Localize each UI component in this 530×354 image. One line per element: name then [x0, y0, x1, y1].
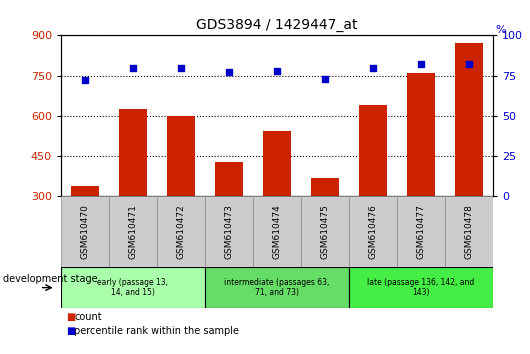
Text: GSM610476: GSM610476 [368, 204, 377, 259]
Point [417, 62, 425, 67]
Text: GSM610474: GSM610474 [272, 205, 281, 259]
Bar [407, 73, 435, 196]
Bar [215, 161, 243, 196]
Bar [358, 105, 387, 196]
Text: development stage: development stage [3, 274, 98, 284]
Text: GSM610472: GSM610472 [176, 205, 186, 259]
Text: early (passage 13,
14, and 15): early (passage 13, 14, and 15) [98, 278, 169, 297]
Bar [311, 178, 339, 196]
Bar [61, 196, 109, 267]
Bar [455, 44, 483, 196]
Point [81, 78, 89, 83]
Point [272, 68, 281, 74]
Title: GDS3894 / 1429447_at: GDS3894 / 1429447_at [196, 18, 358, 32]
Bar [70, 186, 99, 196]
Text: ■: ■ [66, 326, 75, 336]
Point [129, 65, 137, 70]
Bar [166, 116, 196, 196]
Point [176, 65, 185, 70]
Text: intermediate (passages 63,
71, and 73): intermediate (passages 63, 71, and 73) [224, 278, 330, 297]
Bar [61, 267, 205, 308]
Text: late (passage 136, 142, and
143): late (passage 136, 142, and 143) [367, 278, 474, 297]
Text: count: count [74, 312, 102, 322]
Text: GSM610475: GSM610475 [321, 204, 330, 259]
Point [369, 65, 377, 70]
Point [465, 62, 473, 67]
Point [321, 76, 329, 82]
Bar [109, 196, 157, 267]
Bar [301, 196, 349, 267]
Text: GSM610478: GSM610478 [464, 204, 473, 259]
Bar [349, 267, 493, 308]
Bar [157, 196, 205, 267]
Point [225, 70, 233, 75]
Bar [349, 196, 397, 267]
Text: ■: ■ [66, 312, 75, 322]
Text: percentile rank within the sample: percentile rank within the sample [74, 326, 239, 336]
Text: GSM610470: GSM610470 [81, 204, 90, 259]
Text: GSM610473: GSM610473 [224, 204, 233, 259]
Bar [119, 109, 147, 196]
Bar [205, 196, 253, 267]
Bar [445, 196, 493, 267]
Bar [397, 196, 445, 267]
Text: GSM610471: GSM610471 [128, 204, 137, 259]
Bar [262, 131, 292, 196]
Text: %: % [496, 25, 506, 35]
Bar [205, 267, 349, 308]
Bar [253, 196, 301, 267]
Text: GSM610477: GSM610477 [417, 204, 426, 259]
